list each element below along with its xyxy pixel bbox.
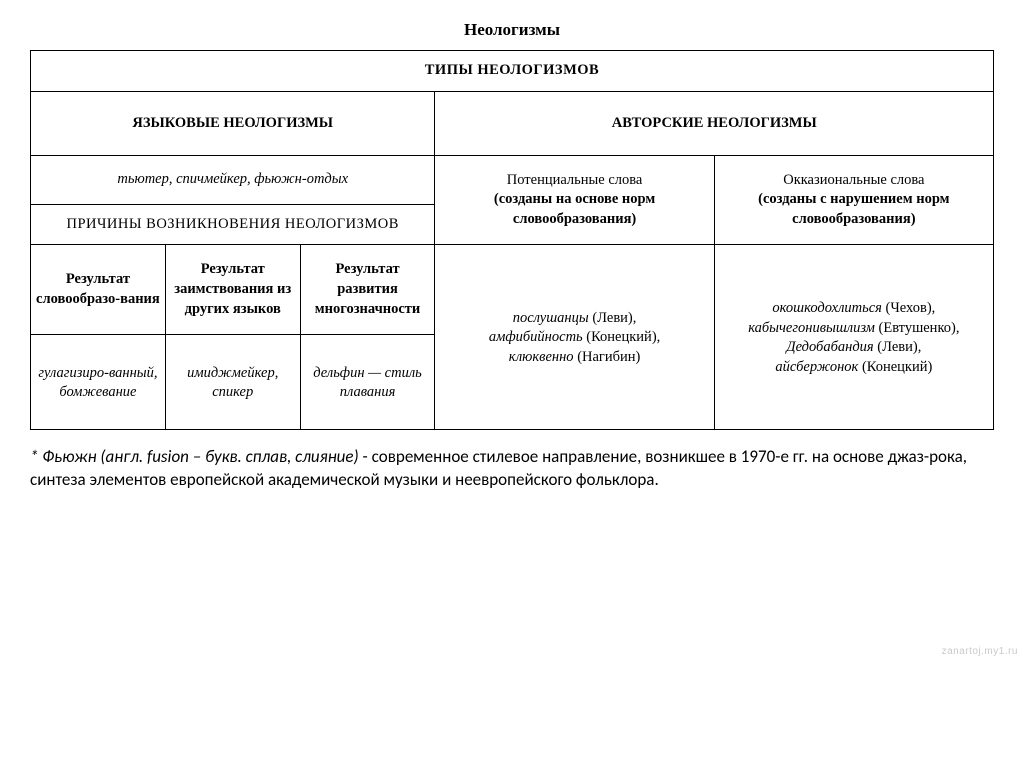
occ-ex-4: айсбержонок xyxy=(775,359,858,375)
potential-ex-3: клюквенно xyxy=(509,349,574,365)
potential-ex-3-src: (Нагибин) xyxy=(574,349,641,365)
potential-head-text: Потенциальные слова xyxy=(507,172,643,188)
occ-ex-3: Дедобабандия xyxy=(786,339,873,355)
cause-1-text: Результат словообразо-вания xyxy=(36,271,160,307)
potential-examples: послушанцы (Леви), амфибийность (Конецки… xyxy=(435,245,714,430)
cause-1-examples: гулагизиро-ванный, бомжевание xyxy=(31,335,166,430)
potential-ex-2: амфибийность xyxy=(489,329,583,345)
causes-header: ПРИЧИНЫ ВОЗНИКНОВЕНИЯ НЕОЛОГИЗМОВ xyxy=(31,204,435,245)
potential-sub-text: (созданы на основе норм словообразования… xyxy=(494,191,655,227)
occ-ex-2-src: (Евтушенко), xyxy=(875,320,960,336)
linguistic-examples: тьютер, спичмейкер, фьюжн-отдых xyxy=(31,156,435,205)
occasional-examples: окошкодохлиться (Чехов), кабычегонивышли… xyxy=(714,245,993,430)
cause-1: Результат словообразо-вания xyxy=(31,245,166,335)
occ-ex-2: кабычегонивышлизм xyxy=(748,320,875,336)
footnote: * Фьюжн (англ. fusion – букв. сплав, сли… xyxy=(30,446,994,492)
neologisms-table: ТИПЫ НЕОЛОГИЗМОВ ЯЗЫКОВЫЕ НЕОЛОГИЗМЫ АВТ… xyxy=(30,50,994,430)
cause-2-text: Результат заимствования из других языков xyxy=(174,261,291,316)
watermark: zanartoj.my1.ru xyxy=(942,646,1018,657)
col-header-linguistic: ЯЗЫКОВЫЕ НЕОЛОГИЗМЫ xyxy=(31,91,435,156)
potential-ex-1: послушанцы xyxy=(513,310,589,326)
occasional-words-header: Окказиональные слова (созданы с нарушени… xyxy=(714,156,993,245)
occasional-head-text: Окказиональные слова xyxy=(783,172,924,188)
potential-ex-1-src: (Леви), xyxy=(589,310,637,326)
potential-ex-2-src: (Конецкий), xyxy=(583,329,661,345)
occ-ex-4-src: (Конецкий) xyxy=(858,359,932,375)
cause-3-examples: дельфин — стиль плавания xyxy=(300,335,435,430)
occasional-sub-text: (созданы с нарушением норм словообразова… xyxy=(758,191,949,227)
cause-3: Результат развития многозначности xyxy=(300,245,435,335)
cause-3-text: Результат развития многозначности xyxy=(315,261,421,316)
potential-words-header: Потенциальные слова (созданы на основе н… xyxy=(435,156,714,245)
footnote-lead: * Фьюжн (англ. fusion – букв. сплав, сли… xyxy=(30,446,359,467)
col-header-authorial: АВТОРСКИЕ НЕОЛОГИЗМЫ xyxy=(435,91,994,156)
table-header-main: ТИПЫ НЕОЛОГИЗМОВ xyxy=(31,51,994,92)
cause-2: Результат заимствования из других языков xyxy=(165,245,300,335)
occ-ex-3-src: (Леви), xyxy=(874,339,922,355)
occ-ex-1: окошкодохлиться xyxy=(772,300,882,316)
cause-2-examples: имиджмейкер, спикер xyxy=(165,335,300,430)
page-title: Неологизмы xyxy=(30,20,994,40)
occ-ex-1-src: (Чехов), xyxy=(882,300,935,316)
